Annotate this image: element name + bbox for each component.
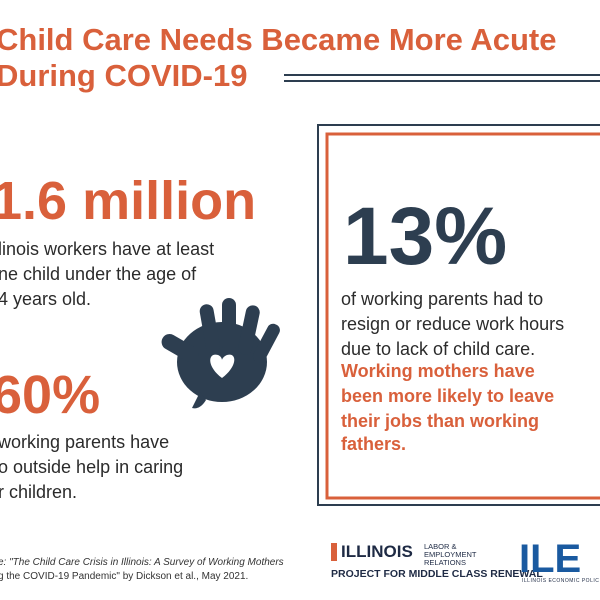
frame-inner [325, 132, 600, 500]
text-line: r children. [0, 482, 78, 502]
hand-icon [161, 298, 280, 409]
highlight-line: been more likely to leave [341, 386, 555, 406]
text-line: resign or reduce work hours [341, 314, 565, 334]
text-line: working parents have [0, 432, 170, 452]
text-line: linois workers have at least [0, 239, 215, 259]
heart [210, 354, 235, 378]
highlight-line: fathers. [341, 434, 407, 454]
logo-project: PROJECT FOR MIDDLE CLASS RENEWAL [331, 568, 543, 580]
logo-text: ILLINOIS [341, 542, 413, 561]
ilepi-sub: ILLINOIS ECONOMIC POLIC [522, 578, 600, 584]
title-line: During COVID-19 [0, 58, 248, 93]
text-line: of working parents had to [341, 289, 544, 309]
stat: 60% [0, 365, 101, 425]
text-line: 4 years old. [0, 289, 92, 309]
ilepi-logo: ILE [519, 537, 582, 581]
source: e: "The Child Care Crisis in Illinois: A… [0, 557, 284, 568]
title-line: Child Care Needs Became More Acute [0, 22, 557, 57]
stat: 1.6 million [0, 171, 257, 231]
text-line: ne child under the age of [0, 264, 197, 284]
highlight-line: Working mothers have [341, 361, 535, 381]
logo-mark [331, 543, 337, 561]
stat: 13% [343, 191, 508, 282]
frame-outer [317, 124, 600, 506]
source: g the COVID-19 Pandemic" by Dickson et a… [0, 571, 249, 582]
text-line: o outside help in caring [0, 457, 184, 477]
highlight-line: their jobs than working [341, 411, 540, 431]
text-line: due to lack of child care. [341, 339, 536, 359]
logo-sub: LABOR & EMPLOYMENT RELATIONS [424, 542, 477, 567]
